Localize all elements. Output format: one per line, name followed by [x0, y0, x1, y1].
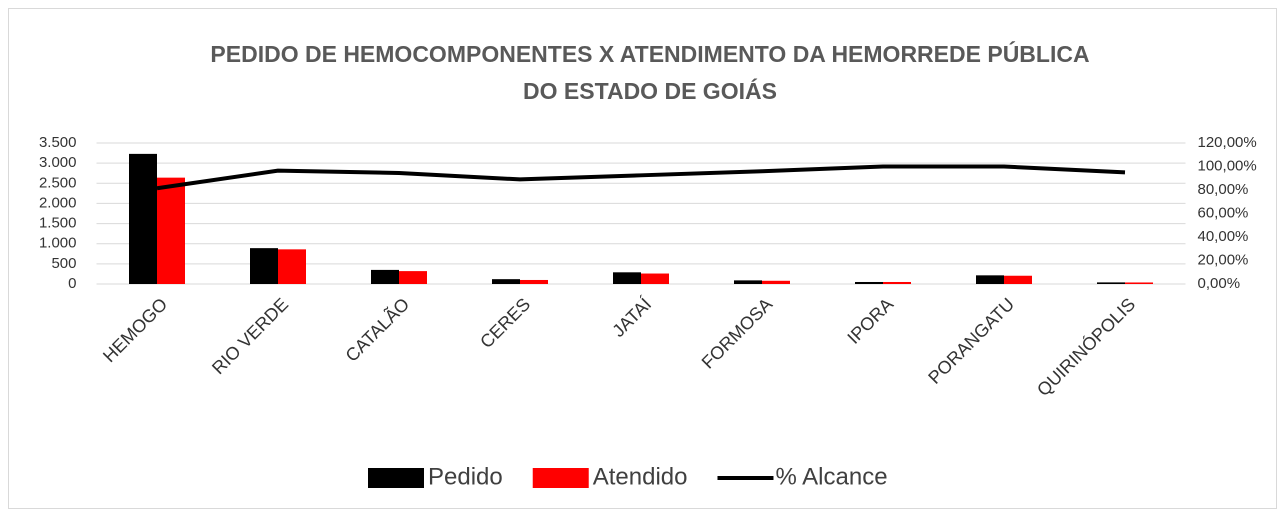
chart-title: DO ESTADO DE GOIÁS [523, 77, 777, 104]
bar [250, 248, 278, 284]
y-tick-label: 3.500 [39, 134, 77, 151]
y2-tick-label: 20,00% [1198, 251, 1249, 268]
bar [492, 279, 520, 284]
bar [1125, 282, 1153, 284]
y2-tick-label: 120,00% [1198, 134, 1257, 151]
bar [613, 272, 641, 284]
bar [1097, 282, 1125, 284]
bar [157, 177, 185, 284]
bar [734, 280, 762, 284]
y-tick-label: 2.500 [39, 174, 77, 191]
legend-label: Pedido [428, 463, 503, 490]
y-tick-label: 0 [68, 275, 76, 292]
bar [399, 271, 427, 284]
bar [129, 153, 157, 284]
chart-title: PEDIDO DE HEMOCOMPONENTES X ATENDIMENTO … [210, 40, 1089, 67]
legend-label: % Alcance [775, 463, 887, 490]
y2-tick-label: 80,00% [1198, 181, 1249, 198]
bar [641, 273, 669, 284]
y-tick-label: 1.000 [39, 235, 77, 252]
y-tick-label: 1.500 [39, 215, 77, 232]
bar [520, 279, 548, 284]
y-tick-label: 2.000 [39, 194, 77, 211]
bar [278, 249, 306, 284]
bar [855, 281, 883, 284]
legend-swatch [532, 468, 589, 488]
bar [762, 280, 790, 284]
bar [976, 275, 1004, 284]
y2-tick-label: 100,00% [1198, 157, 1257, 174]
bar [1004, 275, 1032, 284]
y2-tick-label: 0,00% [1198, 275, 1241, 292]
y-tick-label: 500 [51, 255, 76, 272]
y2-tick-label: 60,00% [1198, 204, 1249, 221]
bar [371, 269, 399, 284]
bar [883, 281, 911, 284]
y2-tick-label: 40,00% [1198, 228, 1249, 245]
y-tick-label: 3.000 [39, 154, 77, 171]
legend-label: Atendido [593, 463, 688, 490]
legend-swatch [368, 468, 424, 488]
line-series [156, 164, 1126, 191]
chart-border [8, 8, 1277, 509]
